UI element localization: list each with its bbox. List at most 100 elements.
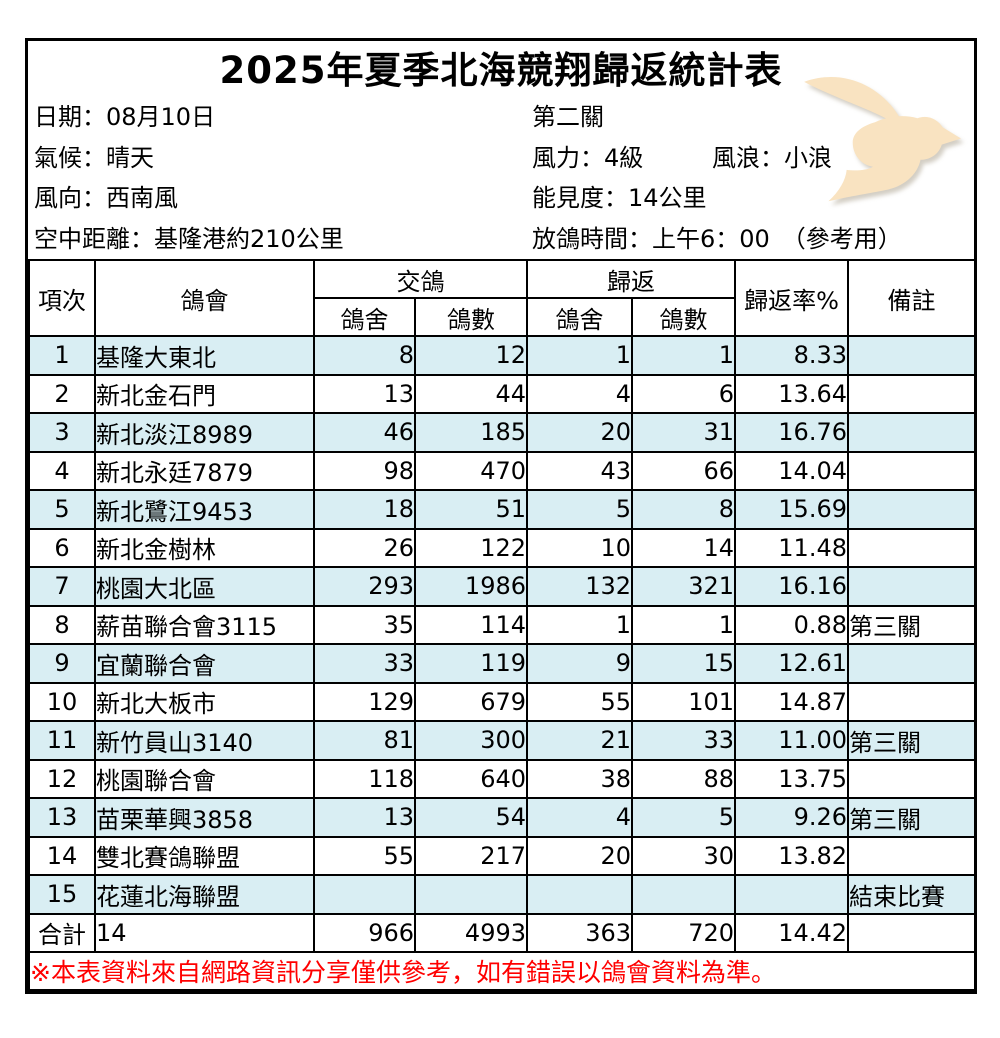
rate-cell: 15.69 [734,489,849,530]
note-cell [847,835,976,876]
rate-cell: 8.33 [734,335,849,376]
club-cell: 新北大板市 [94,681,315,722]
sent-birds-cell: 51 [414,489,528,530]
item-cell: 11 [28,720,96,761]
return-birds-cell: 101 [631,681,736,722]
note-cell [847,527,976,568]
sent-birds-cell: 217 [414,835,528,876]
info-air-distance: 空中距離：基隆港約210公里 [34,224,344,253]
table-row: 1 基隆大東北 8 12 1 1 8.33 [28,335,976,376]
return-birds-cell: 1 [631,604,736,645]
table-row: 合計 14 966 4993 363 720 14.42 [28,912,976,953]
item-cell: 4 [28,450,96,491]
rate-cell: 14.04 [734,450,849,491]
note-cell: 第三關 [847,797,976,838]
sent-birds-cell: 4993 [414,912,528,953]
note-cell [847,450,976,491]
info-wave: 風浪：小浪 [712,143,832,172]
table-row: 14 雙北賽鴿聯盟 55 217 20 30 13.82 [28,835,976,876]
table-row: 5 新北鷺江9453 18 51 5 8 15.69 [28,489,976,530]
note-cell: 第三關 [847,604,976,645]
footer-note-row: ※本表資料來自網路資訊分享僅供參考，如有錯誤以鴿會資料為準。 [28,951,976,991]
table-row: 4 新北永廷7879 98 470 43 66 14.04 [28,450,976,491]
return-birds-cell: 5 [631,797,736,838]
item-cell: 13 [28,797,96,838]
table-row: 9 宜蘭聯合會 33 119 9 15 12.61 [28,643,976,684]
document-frame: 2025年夏季北海競翔歸返統計表 日期：08月10日 第二關 氣候：晴天 風力：… [25,38,977,994]
club-cell: 14 [94,912,315,953]
info-release-time: 放鴿時間：上午6：00 （參考用） [532,224,902,253]
rate-cell [734,874,849,915]
sent-lofts-cell: 81 [313,720,416,761]
item-cell: 10 [28,681,96,722]
table-row: 11 新竹員山3140 81 300 21 33 11.00 第三關 [28,720,976,761]
info-section: 日期：08月10日 第二關 氣候：晴天 風力：4級 風浪：小浪 風向：西南風 能見… [28,77,974,259]
note-cell [847,566,976,607]
sent-birds-cell: 54 [414,797,528,838]
return-birds-cell: 1 [631,335,736,376]
return-birds-cell: 31 [631,412,736,453]
rate-cell: 13.64 [734,373,849,414]
return-lofts-cell: 43 [526,450,633,491]
return-lofts-cell: 4 [526,797,633,838]
club-cell: 雙北賽鴿聯盟 [94,835,315,876]
return-lofts-cell: 20 [526,412,633,453]
rate-cell: 0.88 [734,604,849,645]
table-row: 12 桃園聯合會 118 640 38 88 13.75 [28,758,976,799]
sent-lofts-cell: 8 [313,335,416,376]
club-cell: 苗栗華興3858 [94,797,315,838]
return-lofts-cell: 4 [526,373,633,414]
sent-birds-cell: 640 [414,758,528,799]
return-lofts-cell: 10 [526,527,633,568]
return-lofts-cell: 9 [526,643,633,684]
sent-lofts-cell: 118 [313,758,416,799]
return-lofts-cell: 363 [526,912,633,953]
note-cell [847,412,976,453]
club-cell: 新北金樹林 [94,527,315,568]
header-sent-birds: 鴿數 [414,297,528,337]
item-cell: 1 [28,335,96,376]
return-birds-cell: 321 [631,566,736,607]
return-lofts-cell: 132 [526,566,633,607]
rate-cell: 12.61 [734,643,849,684]
item-cell: 5 [28,489,96,530]
info-wind-force: 風力：4級 [532,143,644,172]
table-header: 項次 鴿會 交鴿 歸返 歸返率% 備註 鴿舍 鴿數 鴿舍 鴿數 [28,259,976,337]
return-birds-cell: 8 [631,489,736,530]
table-body: 1 基隆大東北 8 12 1 1 8.33 2 新北金石門 13 44 4 6 13.64 3 新北淡江898… [28,335,976,953]
header-rate: 歸返率% [734,259,849,337]
sent-birds-cell: 1986 [414,566,528,607]
info-visibility: 能見度：14公里 [532,184,707,212]
sent-birds-cell [414,874,528,915]
club-cell: 宜蘭聯合會 [94,643,315,684]
header-return-lofts: 鴿舍 [526,297,633,337]
table-row: 15 花蓮北海聯盟 結束比賽 [28,874,976,915]
note-cell [847,912,976,953]
sent-lofts-cell: 129 [313,681,416,722]
sent-lofts-cell: 293 [313,566,416,607]
return-lofts-cell: 5 [526,489,633,530]
club-cell: 桃園大北區 [94,566,315,607]
note-cell [847,758,976,799]
return-lofts-cell [526,874,633,915]
table-row: 6 新北金樹林 26 122 10 14 11.48 [28,527,976,568]
item-cell: 15 [28,874,96,915]
header-sent-lofts: 鴿舍 [313,297,416,337]
return-birds-cell: 14 [631,527,736,568]
club-cell: 花蓮北海聯盟 [94,874,315,915]
club-cell: 薪苗聯合會3115 [94,604,315,645]
table-row: 7 桃園大北區 293 1986 132 321 16.16 [28,566,976,607]
sent-lofts-cell: 33 [313,643,416,684]
sent-birds-cell: 122 [414,527,528,568]
return-birds-cell: 33 [631,720,736,761]
table-row: 8 薪苗聯合會3115 35 114 1 1 0.88 第三關 [28,604,976,645]
note-cell: 結束比賽 [847,874,976,915]
sent-birds-cell: 119 [414,643,528,684]
rate-cell: 13.75 [734,758,849,799]
sent-lofts-cell: 98 [313,450,416,491]
note-cell [847,489,976,530]
info-weather: 氣候：晴天 [34,143,154,172]
page-title: 2025年夏季北海競翔歸返統計表 [219,49,783,92]
item-cell: 2 [28,373,96,414]
return-lofts-cell: 21 [526,720,633,761]
